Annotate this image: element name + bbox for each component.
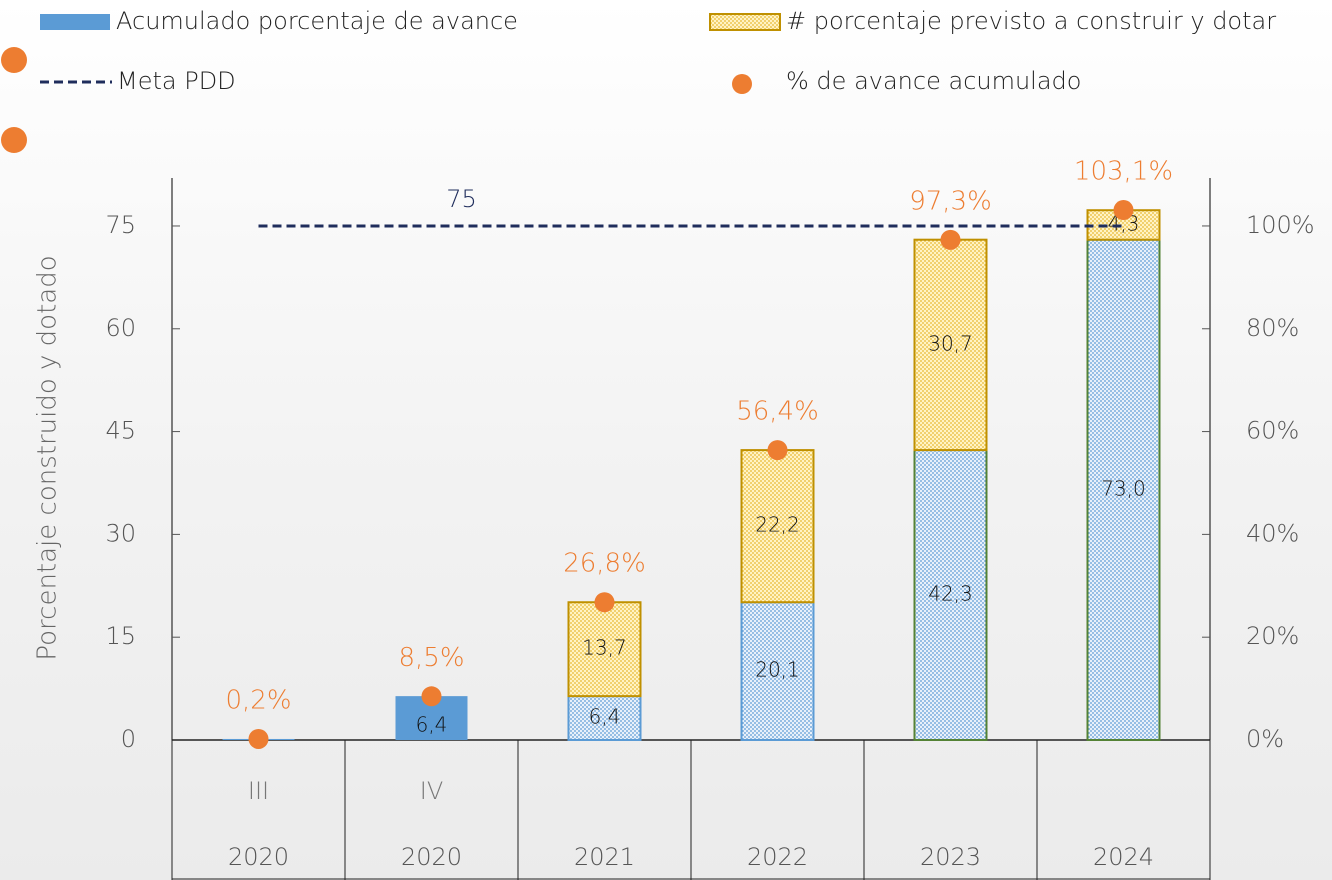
data-label: 42,3 — [928, 582, 973, 606]
decoration — [1, 127, 27, 153]
y-tick-label: 15 — [105, 622, 136, 650]
data-label: 30,7 — [928, 331, 973, 355]
data-label: 8,5% — [398, 643, 464, 673]
bar — [913, 238, 988, 452]
x-year-label: 2021 — [574, 843, 635, 871]
bar — [740, 601, 815, 741]
legend-label: # porcentaje previsto a construir y dota… — [786, 7, 1276, 35]
scatter-point — [1113, 200, 1134, 221]
y-tick-label: 75 — [105, 211, 136, 239]
x-year-label: 2023 — [920, 843, 981, 871]
x-year-label: 2020 — [401, 843, 462, 871]
y-tick-label: 30 — [105, 519, 136, 547]
data-label: 6,4 — [589, 705, 621, 729]
legend-swatch — [40, 14, 110, 30]
x-year-label: 2022 — [747, 843, 808, 871]
y-tick-label: 0 — [121, 725, 136, 753]
y-tick-label: 45 — [105, 417, 136, 445]
data-label: 56,4% — [736, 397, 819, 427]
y-tick-label: 60 — [105, 314, 136, 342]
x-tick-label: IV — [420, 777, 444, 805]
y2-tick-label: 20% — [1246, 622, 1299, 650]
data-label: 20,1 — [755, 658, 800, 682]
bar — [567, 601, 642, 698]
scatter-point — [940, 229, 961, 250]
y2-tick-label: 0% — [1246, 725, 1284, 753]
data-label: 6,4 — [416, 713, 448, 737]
x-year-label: 2024 — [1093, 843, 1154, 871]
legend-label: Acumulado porcentaje de avance — [116, 7, 518, 35]
data-label: 73,0 — [1101, 476, 1146, 500]
y2-tick-label: 100% — [1246, 211, 1315, 239]
scatter-point — [248, 728, 269, 749]
legend-label: Meta PDD — [117, 67, 236, 95]
y2-tick-label: 40% — [1246, 519, 1299, 547]
y2-tick-label: 60% — [1246, 417, 1299, 445]
bar — [567, 695, 642, 742]
bar — [1086, 238, 1161, 741]
legend-label: % de avance acumulado — [786, 67, 1081, 95]
legend-swatch — [709, 13, 781, 31]
x-year-label: 2020 — [228, 843, 289, 871]
target-label: 75 — [446, 185, 477, 213]
bar — [740, 449, 815, 604]
data-label: 26,8% — [563, 549, 646, 579]
scatter-point — [594, 592, 615, 613]
data-label: 22,2 — [755, 513, 800, 537]
data-label: 103,1% — [1074, 157, 1173, 187]
data-label: 0,2% — [225, 685, 291, 715]
y2-tick-label: 80% — [1246, 314, 1299, 342]
data-label: 97,3% — [909, 186, 992, 216]
decoration — [1, 47, 27, 73]
legend-swatch — [732, 74, 752, 94]
y-axis-label: Porcentaje construido y dotado — [33, 255, 63, 660]
x-tick-label: III — [248, 777, 269, 805]
scatter-point — [767, 440, 788, 461]
data-label: 13,7 — [582, 636, 627, 660]
scatter-point — [421, 686, 442, 707]
